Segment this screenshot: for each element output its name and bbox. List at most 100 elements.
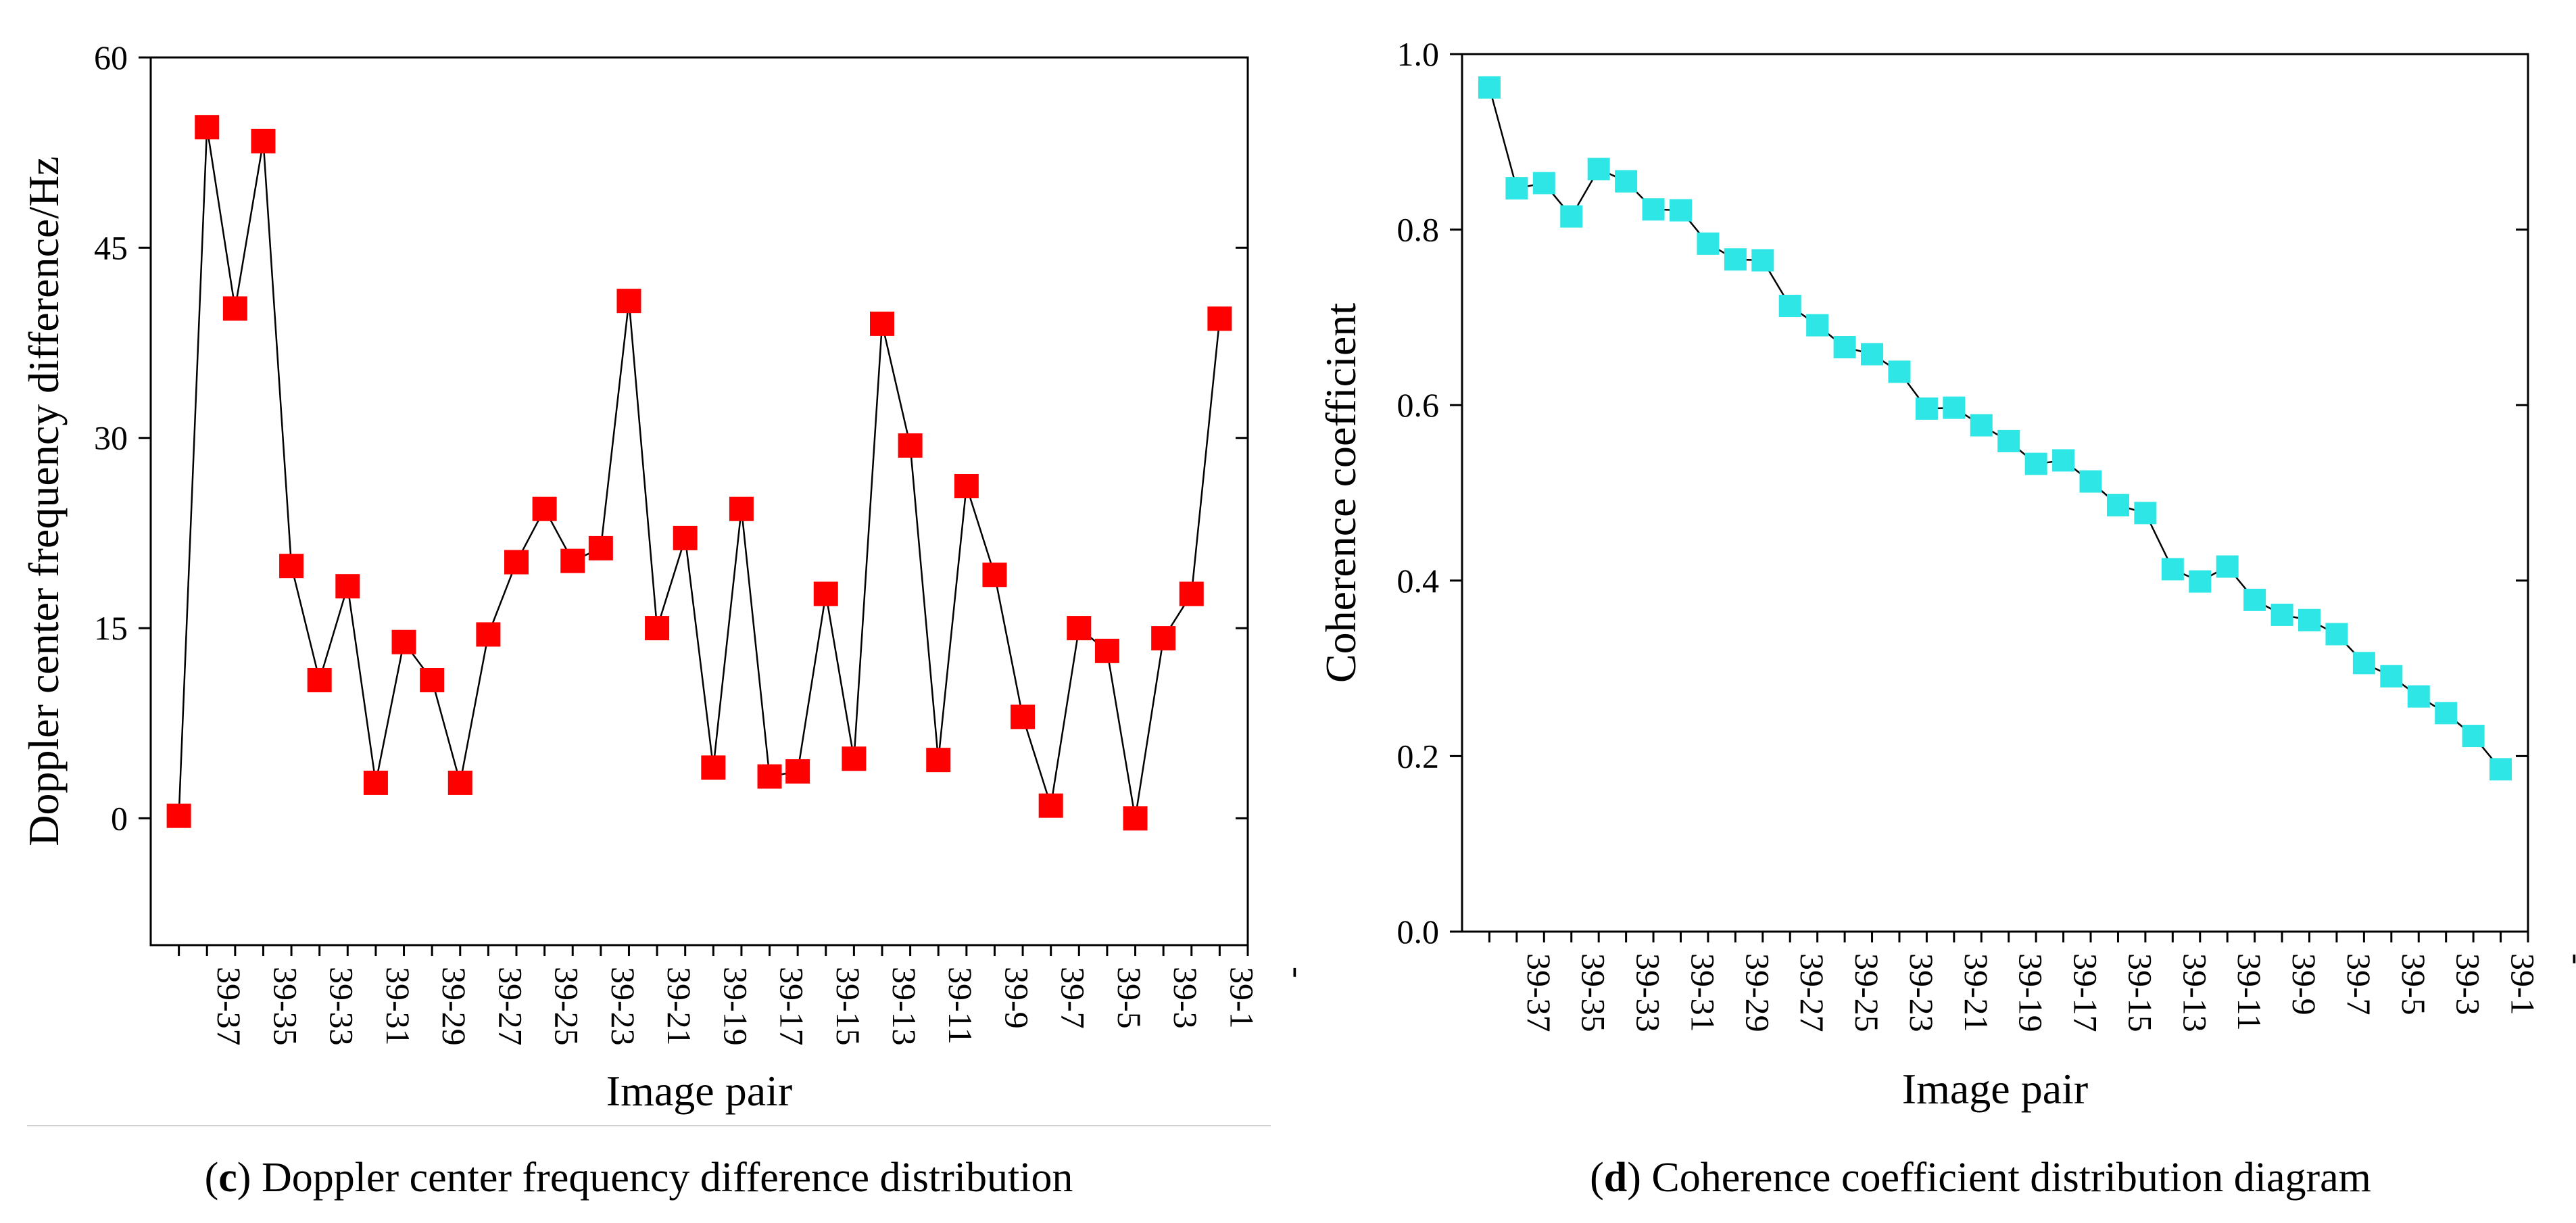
y-tick-label: 0.2 (1397, 737, 1440, 775)
data-point (279, 554, 304, 579)
x-tick-label: 39-21 (660, 967, 698, 1046)
data-point (1615, 170, 1638, 193)
x-tick-label: 39-23 (1903, 953, 1941, 1032)
data-point (1970, 414, 1993, 437)
y-tick-label: 15 (94, 609, 128, 647)
data-point (532, 496, 557, 521)
data-point (2134, 502, 2157, 525)
data-point (1669, 199, 1692, 222)
data-point (1179, 581, 1204, 606)
data-point (2407, 685, 2430, 708)
data-point (898, 433, 923, 458)
data-point (1642, 198, 1665, 221)
data-point (2352, 652, 2375, 675)
x-tick-label: 39-3 (1167, 967, 1205, 1029)
x-tick-label: 39-19 (716, 967, 754, 1046)
x-tick-label: 39-17 (2067, 953, 2105, 1032)
x-tick-label: 39-23 (604, 967, 642, 1046)
data-point (982, 562, 1007, 587)
data-point (1532, 172, 1555, 195)
data-point (2462, 725, 2485, 748)
data-point (1587, 158, 1610, 181)
x-tick-label: 39-27 (491, 967, 529, 1046)
data-point (2489, 758, 2512, 781)
chart-panel-d: 0.0 0.2 0.4 0.6 0.8 1.0 39-37 39-35 39-33 39-31 39… (1317, 35, 2576, 1201)
data-point (701, 755, 726, 780)
figure-caption: (c) Doppler center frequency difference … (205, 1155, 1073, 1201)
x-tick-label: 39-1 (2504, 953, 2542, 1015)
x-tick-label: 39-31 (379, 967, 417, 1046)
data-point (842, 746, 867, 771)
data-point (1861, 343, 1884, 366)
data-point (870, 311, 894, 336)
data-point (2079, 470, 2102, 493)
data-point (2380, 665, 2403, 688)
data-point (251, 128, 276, 153)
x-tick-label: 39-25 (548, 967, 586, 1046)
data-point (926, 748, 951, 773)
x-tick-label: 39-5 (1111, 967, 1148, 1029)
x-tick-label: 39-17 (773, 967, 811, 1046)
data-point (1778, 295, 1801, 318)
data-point (391, 629, 416, 654)
data-point (1478, 76, 1501, 99)
x-tick-label: 39-13 (885, 967, 923, 1046)
x-tick-label: 39-31 (1684, 953, 1722, 1032)
x-tick-label: 39-7 (1054, 967, 1092, 1029)
x-tick-label: 39-29 (435, 967, 473, 1046)
data-point (1038, 793, 1063, 818)
caption-paren-open: ( (205, 1155, 219, 1201)
data-point (1123, 806, 1148, 831)
y-tick-label: 60 (94, 39, 128, 76)
data-point (1724, 248, 1747, 271)
x-axis-title: Image pair (1902, 1065, 2088, 1113)
y-tick-label: 45 (94, 229, 128, 266)
data-point (2298, 608, 2321, 631)
x-tick-label: 39-3 (2450, 953, 2487, 1015)
y-tick-label: 0 (111, 799, 128, 837)
x-tick-label: 39-19 (2012, 953, 2050, 1032)
caption-paren-open: ( (1590, 1155, 1604, 1201)
y-axis-title: Doppler center frequency difference/Hz (20, 156, 68, 846)
x-tick-label: 39-37 (1520, 953, 1558, 1032)
data-point (729, 496, 754, 521)
chart-panel-c: 0 15 30 45 60 39-37 39-35 39-33 39-31 39-29 39-27 3… (20, 39, 1317, 1201)
caption-text: Doppler center frequency difference dist… (262, 1155, 1073, 1201)
y-tick-label: 0.6 (1397, 386, 1440, 424)
x-tick-label: 39-9 (998, 967, 1036, 1029)
data-point (307, 667, 332, 692)
data-point (1505, 177, 1528, 200)
data-point (757, 764, 782, 789)
data-point (2024, 452, 2047, 475)
data-point (1833, 336, 1856, 359)
caption-text: Coherence coefficient distribution diagr… (1651, 1155, 2371, 1201)
data-point (2052, 449, 2075, 472)
series-line (1488, 87, 2502, 770)
data-point (2435, 702, 2458, 725)
data-point (560, 548, 585, 573)
data-point (673, 525, 698, 550)
data-point (1888, 360, 1911, 383)
data-point (363, 770, 388, 795)
y-tick-label: 0.8 (1397, 211, 1440, 249)
x-tick-label: - (1280, 967, 1317, 978)
data-point (2216, 555, 2239, 578)
data-point (1094, 638, 1119, 663)
data-point (645, 616, 670, 641)
x-tick-label: 39-33 (323, 967, 361, 1046)
data-point (1560, 205, 1583, 228)
y-tick-label: 0.0 (1397, 913, 1440, 951)
data-point (222, 296, 247, 321)
data-point (335, 574, 360, 599)
y-axis-title: Coherence coefficient (1317, 303, 1365, 683)
plot-frame (1461, 53, 2529, 933)
x-tick-label: 39-1 (1223, 967, 1261, 1029)
x-tick-label: 39-5 (2395, 953, 2433, 1015)
x-tick-label: 39-27 (1793, 953, 1831, 1032)
data-point (195, 115, 220, 140)
x-tick-label: 39-25 (1848, 953, 1886, 1032)
data-point (785, 759, 810, 784)
plot-frame (149, 56, 1249, 946)
x-axis-title: Image pair (606, 1067, 792, 1115)
data-point (1915, 397, 1938, 420)
